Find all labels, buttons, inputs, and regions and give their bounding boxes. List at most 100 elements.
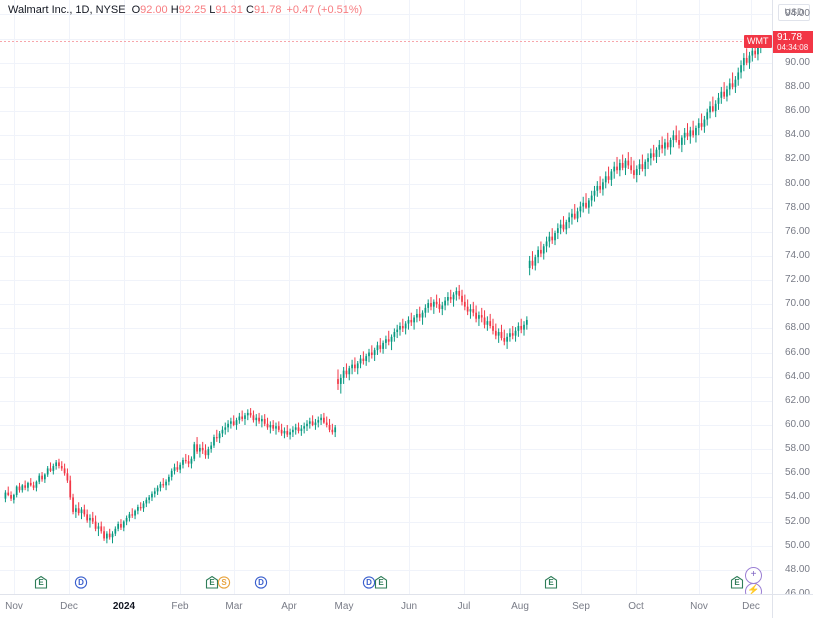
price-axis-tick: 88.00 <box>784 81 810 92</box>
price-axis-tick: 48.00 <box>784 564 810 575</box>
chart-legend: Walmart Inc., 1D, NYSE O92.00 H92.25 L91.… <box>8 3 362 17</box>
symbol-description[interactable]: Walmart Inc., 1D, NYSE <box>8 4 126 16</box>
grid-line-vertical <box>14 0 15 594</box>
low-value: 91.31 <box>215 4 243 16</box>
time-axis-tick: Sep <box>572 601 590 612</box>
change-value: +0.47 (+0.51%) <box>286 4 363 16</box>
time-axis-tick: Dec <box>742 601 760 612</box>
grid-line-horizontal <box>0 570 772 571</box>
grid-line-horizontal <box>0 401 772 402</box>
marker-label: E <box>548 578 554 587</box>
grid-line-vertical <box>234 0 235 594</box>
close-key: C <box>245 4 254 16</box>
marker-label: E <box>209 578 215 587</box>
price-axis-tick: 46.00 <box>784 588 810 595</box>
symbol-price-tag: WMT <box>744 35 772 48</box>
time-axis-tick: Jul <box>457 601 471 612</box>
time-axis-tick: Mar <box>225 601 243 612</box>
marker-label: E <box>38 578 44 587</box>
grid-line-vertical <box>581 0 582 594</box>
grid-line-vertical <box>289 0 290 594</box>
earnings-marker[interactable]: E <box>544 575 559 590</box>
grid-line-vertical <box>699 0 700 594</box>
price-axis-tick: 68.00 <box>784 322 810 333</box>
grid-line-horizontal <box>0 256 772 257</box>
price-axis-tick: 80.00 <box>784 178 810 189</box>
grid-line-horizontal <box>0 232 772 233</box>
ohlc-values: O92.00 H92.25 L91.31 C91.78 <box>132 4 282 16</box>
price-axis-tick: 76.00 <box>784 226 810 237</box>
grid-line-horizontal <box>0 304 772 305</box>
high-value: 92.25 <box>178 4 207 16</box>
price-scale[interactable]: USD 94.0092.0090.0088.0086.0084.0082.008… <box>772 0 813 594</box>
time-axis-tick: Nov <box>690 601 708 612</box>
price-axis-tick: 70.00 <box>784 298 810 309</box>
grid-line-horizontal <box>0 63 772 64</box>
price-axis-tick: 66.00 <box>784 347 810 358</box>
grid-line-vertical <box>636 0 637 594</box>
time-scale[interactable]: Nov Dec 2024 Feb Mar Apr May Jun Jul Aug Sep Oct Nov… <box>0 594 772 618</box>
time-axis-tick: Nov <box>5 601 23 612</box>
time-axis-tick: Aug <box>511 601 529 612</box>
price-axis-tick: 94.00 <box>784 8 810 19</box>
marker-label: D <box>78 578 84 587</box>
marker-label: E <box>378 578 384 587</box>
current-price-tag: 91.78 04:34:08 <box>773 31 813 53</box>
currency-label[interactable]: USD <box>778 4 810 21</box>
dividend-marker[interactable]: D <box>74 575 89 590</box>
dividend-marker[interactable]: D <box>254 575 269 590</box>
price-axis-tick: 60.00 <box>784 419 810 430</box>
grid-line-horizontal <box>0 39 772 40</box>
grid-line-horizontal <box>0 135 772 136</box>
open-key: O <box>131 4 141 16</box>
grid-line-horizontal <box>0 328 772 329</box>
grid-line-horizontal <box>0 522 772 523</box>
grid-line-vertical <box>409 0 410 594</box>
earnings-marker[interactable]: E <box>374 575 389 590</box>
grid-line-vertical <box>69 0 70 594</box>
grid-line-horizontal <box>0 546 772 547</box>
low-key: L <box>209 4 216 16</box>
grid-line-vertical <box>124 0 125 594</box>
price-axis-tick: 84.00 <box>784 129 810 140</box>
price-axis-tick: 56.00 <box>784 467 810 478</box>
grid-line-horizontal <box>0 111 772 112</box>
price-axis-tick: 72.00 <box>784 274 810 285</box>
grid-line-horizontal <box>0 14 772 15</box>
grid-line-horizontal <box>0 208 772 209</box>
current-price-value: 91.78 <box>777 32 803 43</box>
price-axis-tick: 64.00 <box>784 371 810 382</box>
earnings-marker[interactable]: E <box>34 575 49 590</box>
marker-label: E <box>734 578 740 587</box>
time-axis-tick: Dec <box>60 601 78 612</box>
price-axis-tick: 78.00 <box>784 202 810 213</box>
time-axis-tick: May <box>334 601 354 612</box>
earnings-marker[interactable]: E <box>730 575 745 590</box>
grid-line-horizontal <box>0 473 772 474</box>
grid-line-horizontal <box>0 497 772 498</box>
grid-line-horizontal <box>0 377 772 378</box>
close-value: 91.78 <box>253 4 282 16</box>
price-axis-tick: 82.00 <box>784 153 810 164</box>
plus-icon[interactable]: + <box>745 567 762 584</box>
bar-countdown: 04:34:08 <box>777 43 809 52</box>
time-axis-tick: Jun <box>400 601 418 612</box>
grid-line-horizontal <box>0 425 772 426</box>
price-axis-tick: 50.00 <box>784 540 810 551</box>
grid-line-horizontal <box>0 280 772 281</box>
split-marker[interactable]: S <box>217 575 232 590</box>
scale-corner <box>772 594 813 618</box>
grid-line-horizontal <box>0 449 772 450</box>
high-key: H <box>170 4 179 16</box>
price-axis-tick: 52.00 <box>784 516 810 527</box>
price-axis-tick: 62.00 <box>784 395 810 406</box>
grid-line-horizontal <box>0 87 772 88</box>
lightning-icon[interactable]: ⚡ <box>745 583 762 594</box>
dividend-marker[interactable]: D <box>362 575 377 590</box>
open-value: 92.00 <box>140 4 168 16</box>
earnings-marker[interactable]: E <box>205 575 220 590</box>
price-axis-tick: 58.00 <box>784 443 810 454</box>
